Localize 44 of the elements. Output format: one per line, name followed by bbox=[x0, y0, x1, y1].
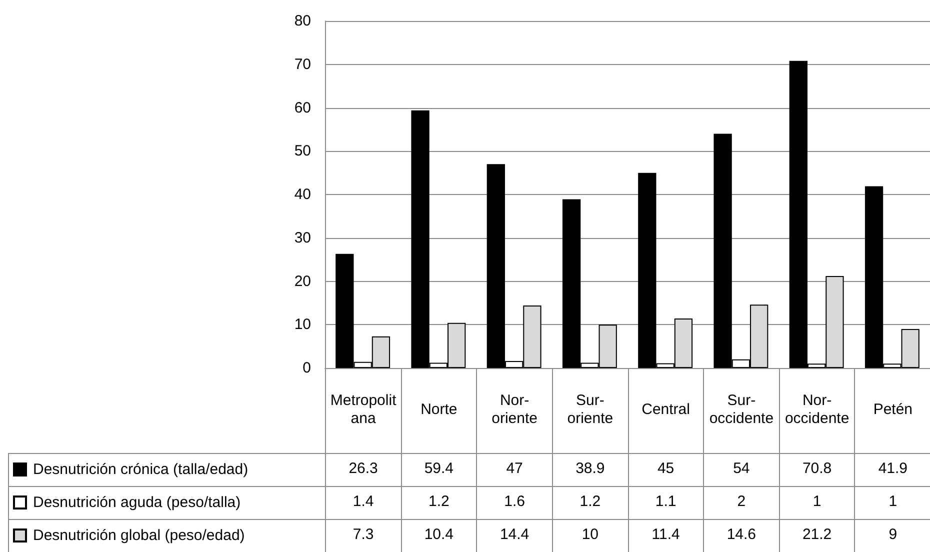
y-tick-label: 30 bbox=[294, 229, 311, 246]
legend-label: Desnutrición aguda (peso/talla) bbox=[33, 494, 241, 511]
data-label: 11.4 bbox=[628, 519, 704, 552]
data-label: 7.3 bbox=[326, 519, 402, 552]
data-label: 26.3 bbox=[326, 453, 402, 486]
data-label: 54 bbox=[704, 453, 780, 486]
x-tick-label: Sur-oriente bbox=[552, 368, 628, 453]
data-label: 1.2 bbox=[552, 486, 628, 519]
y-tick-label: 50 bbox=[294, 142, 311, 160]
data-label: 41.9 bbox=[854, 453, 930, 486]
data-label: 1.1 bbox=[628, 486, 704, 519]
data-label: 1.4 bbox=[326, 486, 402, 519]
x-tick-label: Petén bbox=[854, 368, 930, 453]
data-label: 2 bbox=[704, 486, 780, 519]
x-tick-label: Norte bbox=[401, 368, 477, 453]
x-tick-label: Metropolitana bbox=[326, 368, 402, 453]
legend-label: Desnutrición crónica (talla/edad) bbox=[33, 461, 248, 478]
y-tick-label: 70 bbox=[294, 56, 311, 73]
data-label: 47 bbox=[476, 453, 552, 486]
x-tick-label: Nor-occidente bbox=[779, 368, 855, 453]
x-tick-label: Sur-occidente bbox=[704, 368, 780, 453]
data-label: 14.4 bbox=[476, 519, 552, 552]
data-label: 10 bbox=[552, 519, 628, 552]
data-label: 14.6 bbox=[704, 519, 780, 552]
data-label: 1 bbox=[854, 486, 930, 519]
data-label: 59.4 bbox=[401, 453, 477, 486]
data-label: 1.2 bbox=[401, 486, 477, 519]
data-label: 9 bbox=[854, 519, 930, 552]
y-tick-label: 10 bbox=[294, 316, 311, 334]
x-tick-label: Central bbox=[628, 368, 704, 453]
y-tick-label: 60 bbox=[294, 99, 311, 116]
x-tick-label: Nor-oriente bbox=[476, 368, 552, 453]
y-tick-label: 40 bbox=[294, 186, 311, 203]
y-tick-label: 20 bbox=[294, 272, 311, 290]
data-label: 1.6 bbox=[476, 486, 552, 519]
data-label: 38.9 bbox=[552, 453, 628, 486]
data-label: 10.4 bbox=[401, 519, 477, 552]
y-tick-label: 80 bbox=[294, 12, 311, 30]
data-label: 45 bbox=[628, 453, 704, 486]
data-label: 70.8 bbox=[779, 453, 855, 486]
legend-label: Desnutrición global (peso/edad) bbox=[33, 527, 245, 544]
data-label: 21.2 bbox=[779, 519, 855, 552]
data-label: 1 bbox=[779, 486, 855, 519]
y-tick-label: 0 bbox=[302, 360, 311, 376]
